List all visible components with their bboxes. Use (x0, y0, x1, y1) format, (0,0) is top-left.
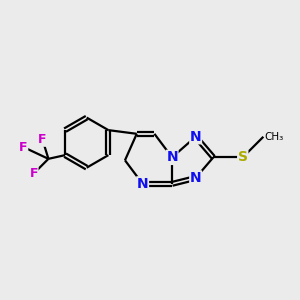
Text: N: N (190, 130, 202, 144)
Text: N: N (166, 150, 178, 164)
Text: CH₃: CH₃ (265, 132, 284, 142)
Text: F: F (29, 167, 38, 180)
Text: N: N (137, 177, 148, 191)
Text: F: F (38, 133, 47, 146)
Text: N: N (190, 171, 202, 185)
Text: S: S (238, 150, 248, 164)
Text: F: F (19, 141, 28, 154)
